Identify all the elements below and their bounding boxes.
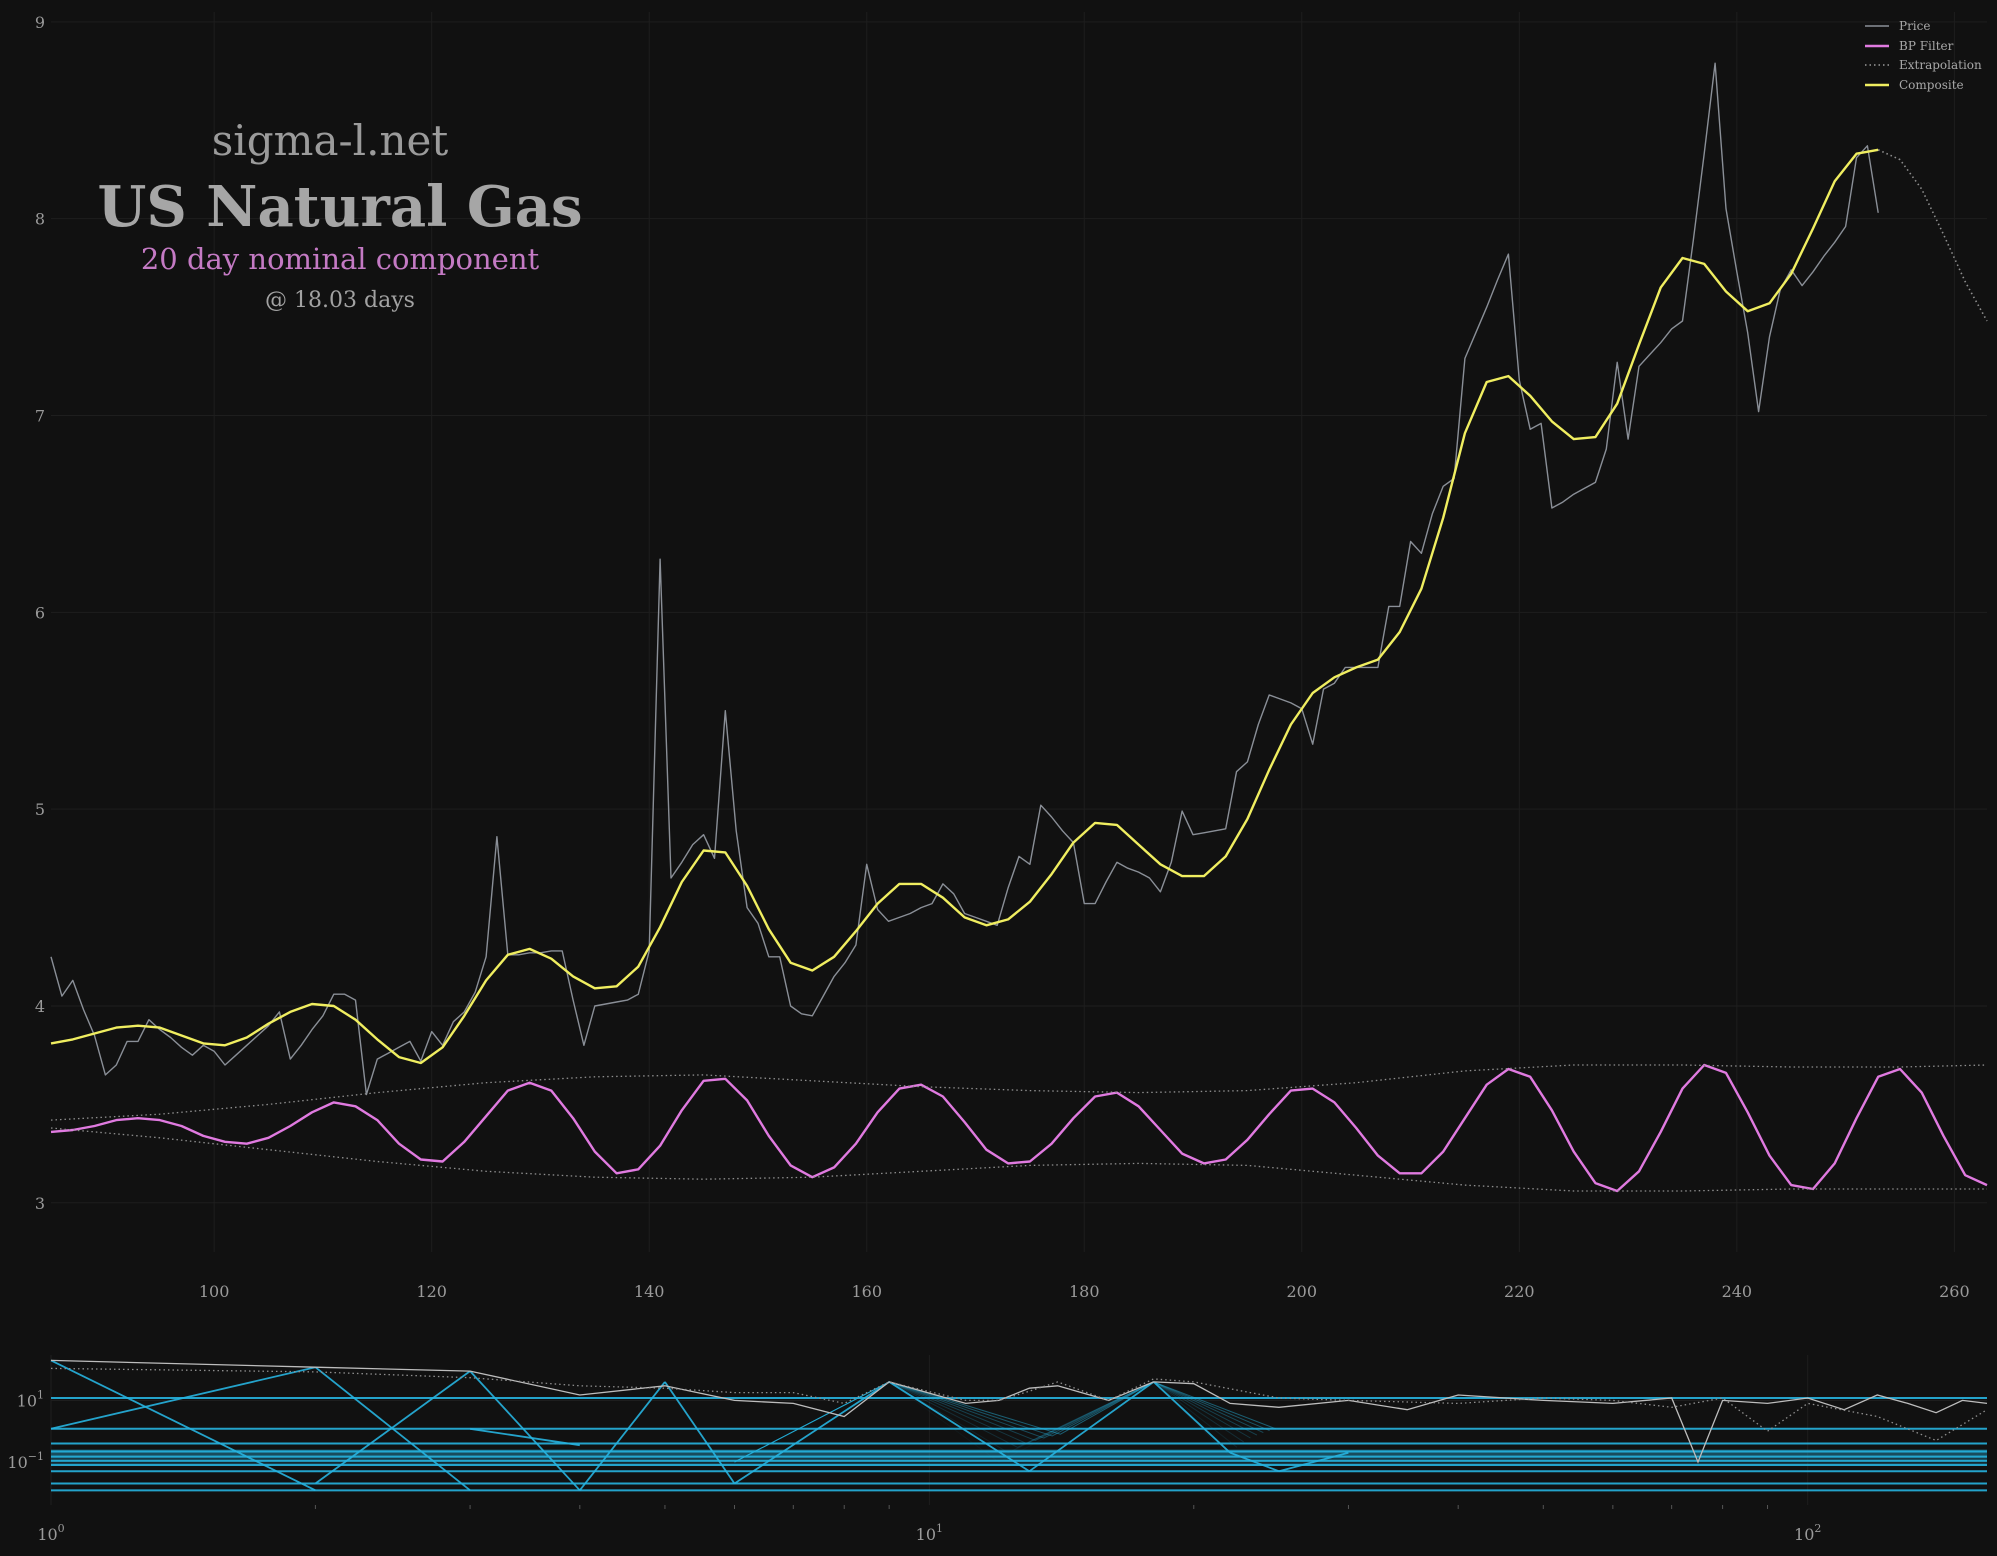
- y-tick-label: 8: [35, 210, 45, 229]
- spectrum-y-axis: 101 10−1: [7, 1388, 44, 1472]
- spectrum-filter-response: [1152, 1381, 1231, 1454]
- series-line-bp-filter: [50, 1063, 1988, 1193]
- spectrum-filter-response: [734, 1381, 1231, 1463]
- spectrum-filter-response: [734, 1381, 1258, 1463]
- y-tick-label: 6: [35, 603, 45, 622]
- series-line-envelope-lower: [50, 1127, 1987, 1192]
- x-tick-label: 120: [416, 1282, 447, 1301]
- spectrum-x-tick-label: 101: [916, 1522, 943, 1544]
- spectrum-filter-response: [734, 1381, 1251, 1463]
- legend: Price BP Filter Extrapolation Composite: [1865, 19, 1982, 92]
- series-line-composite: [50, 148, 1879, 1065]
- x-tick-label: 200: [1287, 1282, 1318, 1301]
- spectrum-filter-response: [1278, 1451, 1349, 1473]
- spectrum-grid: [50, 1355, 1987, 1505]
- chart-annotation: sigma-l.net US Natural Gas 20 day nomina…: [97, 116, 582, 313]
- series-line-envelope-upper: [50, 1064, 1988, 1121]
- spectrum-filter-response: [734, 1381, 1276, 1463]
- spectrum-filter-response: [734, 1381, 1244, 1463]
- y-tick-label: 3: [35, 1194, 45, 1213]
- spectrum-filter-response: [734, 1381, 1264, 1463]
- spectrum-x-axis: 100 101 102: [37, 1505, 1821, 1544]
- spectrum-filter-response: [314, 1370, 471, 1485]
- spectrum-filter-response: [50, 1366, 316, 1430]
- x-tick-label: 100: [199, 1282, 230, 1301]
- spectrum-line-price-spectrum: [50, 1359, 1988, 1464]
- spectrum-x-tick-label: 102: [1794, 1522, 1821, 1544]
- series-line-price: [50, 62, 1879, 1096]
- x-tick-label: 160: [851, 1282, 882, 1301]
- y-tick-label: 4: [35, 997, 45, 1016]
- legend-label-bp-filter: BP Filter: [1899, 39, 1954, 53]
- legend-label-extrapolation: Extrapolation: [1899, 58, 1982, 72]
- period-label: @ 18.03 days: [265, 288, 415, 313]
- series-line-extrapolation: [1877, 149, 1988, 322]
- x-tick-label: 180: [1069, 1282, 1100, 1301]
- y-tick-label: 7: [35, 406, 45, 425]
- x-tick-label: 140: [634, 1282, 665, 1301]
- spectrum-filter-response: [469, 1370, 581, 1491]
- legend-label-price: Price: [1899, 19, 1930, 33]
- spectrum-filter-response: [50, 1359, 316, 1492]
- main-y-axis: 3 4 5 6 7 8 9: [35, 13, 45, 1213]
- spectrum-series: [50, 1359, 1988, 1464]
- spectrum-filter-response: [664, 1381, 736, 1485]
- main-price-plot: 100 120 140 160 180 200 220 240 260 3 4 5 6 7 8 9: [35, 12, 1988, 1301]
- legend-label-composite: Composite: [1899, 78, 1964, 92]
- x-tick-label: 220: [1504, 1282, 1535, 1301]
- spectrum-filter-response: [734, 1381, 1238, 1463]
- spectrum-line-composite-spectrum: [50, 1367, 1988, 1442]
- chart-title: US Natural Gas: [97, 174, 582, 240]
- spectrum-y-tick-label: 101: [17, 1388, 44, 1410]
- brand-text: sigma-l.net: [212, 116, 449, 165]
- spectrum-filter-bands: [50, 1359, 1987, 1492]
- x-tick-label: 240: [1722, 1282, 1753, 1301]
- spectrum-filter-response: [734, 1381, 1270, 1463]
- spectrum-filter-response: [469, 1427, 580, 1447]
- y-tick-label: 9: [35, 13, 45, 32]
- spectrum-filter-response: [734, 1381, 890, 1485]
- spectrum-filter-response: [1229, 1451, 1280, 1473]
- spectrum-filter-response: [1028, 1381, 1155, 1472]
- spectrum-filter-response: [888, 1381, 1030, 1472]
- x-tick-label: 260: [1939, 1282, 1970, 1301]
- main-grid: [51, 12, 1987, 1252]
- spectrum-filter-response: [314, 1366, 471, 1492]
- spectrum-filter-response: [579, 1381, 666, 1491]
- y-tick-label: 5: [35, 800, 45, 819]
- main-x-axis: 100 120 140 160 180 200 220 240 260: [199, 1282, 1970, 1301]
- spectrum-y-tick-label: 10−1: [7, 1450, 44, 1472]
- main-series: [50, 62, 1988, 1193]
- chart-subtitle: 20 day nominal component: [141, 242, 540, 276]
- spectrum-plot: 100 101 102 101 10−1: [7, 1355, 1988, 1544]
- spectrum-x-tick-label: 100: [37, 1522, 64, 1544]
